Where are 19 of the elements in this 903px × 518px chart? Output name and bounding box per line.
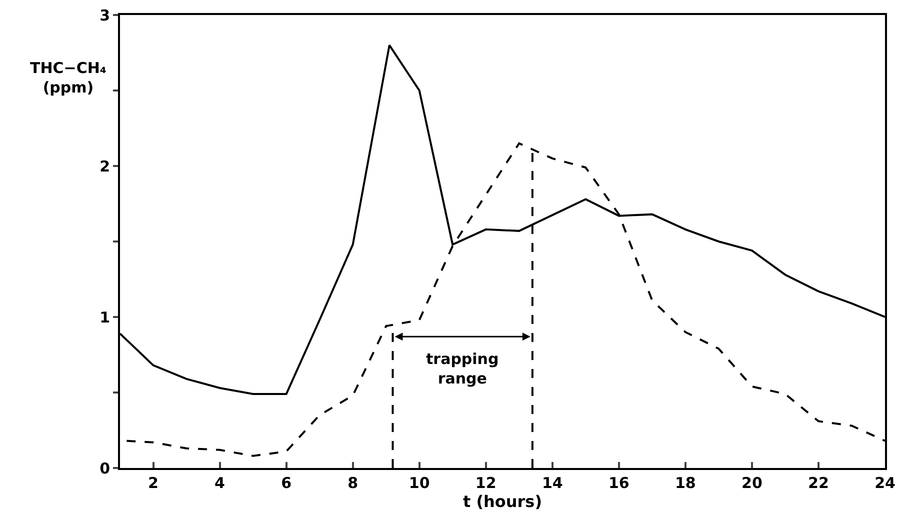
x-tick-label: 2 — [148, 474, 158, 492]
x-tick-label: 4 — [214, 474, 225, 492]
y-axis-title: THC−CH₄ (ppm) — [30, 59, 106, 96]
x-tick-label: 8 — [348, 474, 358, 492]
x-tick-label: 12 — [475, 474, 496, 492]
x-axis-title: t (hours) — [462, 492, 542, 511]
y-tick-label: 2 — [100, 157, 110, 176]
x-tick-label: 20 — [742, 474, 762, 492]
x-tick-label: 16 — [608, 474, 630, 492]
x-tick-label: 6 — [281, 474, 292, 492]
x-tick-label: 14 — [542, 474, 563, 492]
x-tick-label: 22 — [808, 474, 829, 492]
annotation: trapping range — [426, 350, 499, 388]
y-tick-label: 1 — [100, 308, 110, 326]
y-tick-label: 0 — [100, 459, 110, 478]
y-tick-label: 3 — [100, 6, 110, 24]
x-tick-label: 10 — [408, 474, 430, 492]
x-tick-label: 18 — [674, 474, 696, 492]
x-tick-label: 24 — [874, 474, 896, 492]
